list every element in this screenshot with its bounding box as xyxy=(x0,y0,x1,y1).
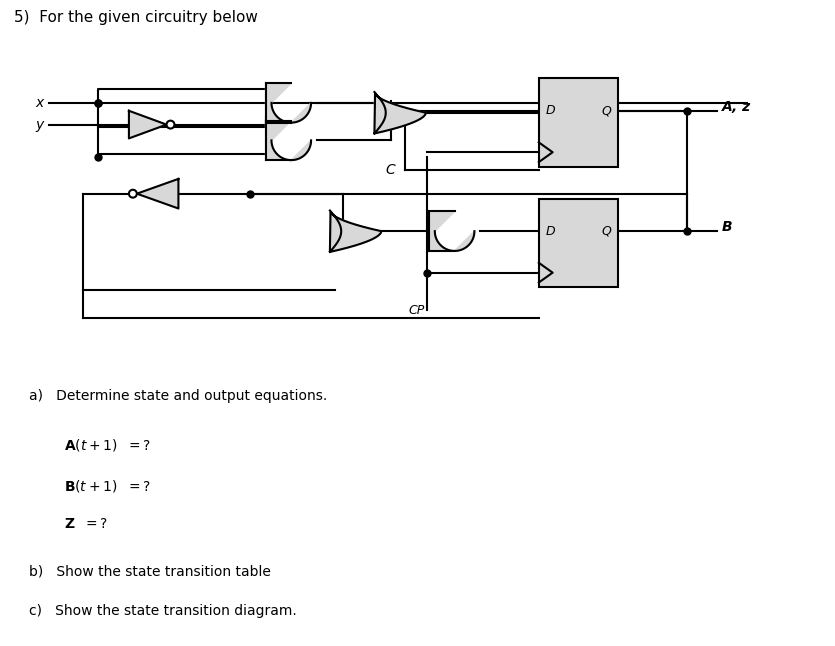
Polygon shape xyxy=(266,121,311,160)
Text: CP: CP xyxy=(408,304,425,317)
Polygon shape xyxy=(129,110,166,138)
Text: a)   Determine state and output equations.: a) Determine state and output equations. xyxy=(29,389,327,403)
Text: $\mathbf{Z}$  $= ?$: $\mathbf{Z}$ $= ?$ xyxy=(63,517,108,532)
Text: D: D xyxy=(546,225,555,238)
Polygon shape xyxy=(539,78,618,167)
Text: x: x xyxy=(36,96,43,110)
Text: b)   Show the state transition table: b) Show the state transition table xyxy=(29,565,271,579)
Text: $\mathbf{B}$$(t+1)$  $= ?$: $\mathbf{B}$$(t+1)$ $= ?$ xyxy=(63,478,150,494)
Text: $\mathbf{A}$$(t+1)$  $= ?$: $\mathbf{A}$$(t+1)$ $= ?$ xyxy=(63,437,150,452)
Text: c)   Show the state transition diagram.: c) Show the state transition diagram. xyxy=(29,604,296,618)
Circle shape xyxy=(166,121,175,129)
Text: C: C xyxy=(386,163,395,177)
Text: B: B xyxy=(722,220,732,234)
Polygon shape xyxy=(330,211,382,252)
Text: D: D xyxy=(546,104,555,118)
Text: y: y xyxy=(36,118,43,132)
Text: A, z: A, z xyxy=(722,100,752,114)
Polygon shape xyxy=(429,211,474,251)
Text: 5)  For the given circuitry below: 5) For the given circuitry below xyxy=(14,10,258,25)
Text: Q: Q xyxy=(601,104,611,118)
Polygon shape xyxy=(137,179,179,209)
Polygon shape xyxy=(266,83,311,123)
Polygon shape xyxy=(539,198,618,287)
Polygon shape xyxy=(374,92,426,134)
Circle shape xyxy=(129,190,137,198)
Text: Q: Q xyxy=(601,225,611,238)
